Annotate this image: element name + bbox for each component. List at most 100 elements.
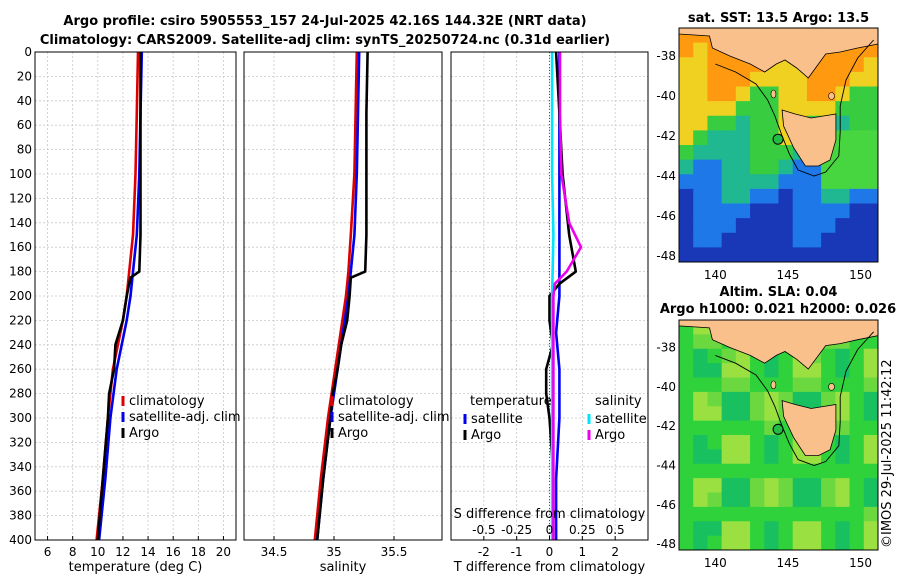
map-cell: [778, 435, 794, 450]
map-cell: [679, 188, 694, 204]
map-cell: [750, 521, 765, 537]
map-cell: [707, 535, 723, 551]
map-cell: [735, 406, 751, 422]
map-cell: [863, 363, 879, 378]
map-cell: [721, 218, 737, 234]
map-cell: [792, 535, 808, 551]
map-cell: [792, 101, 808, 117]
map-cell: [735, 449, 751, 465]
map-cell: [679, 145, 694, 161]
legend-label: climatology: [338, 394, 414, 409]
map-cell: [764, 188, 779, 204]
map-cell: [679, 218, 694, 234]
map-y-tick-label: -48: [656, 537, 676, 551]
map-cell: [849, 478, 865, 493]
map-cell: [821, 391, 836, 407]
map-cell: [693, 420, 708, 436]
map-cell: [792, 391, 808, 407]
legend-label: satellite-adj. clim: [338, 410, 450, 425]
map-x-tick-label: 145: [776, 556, 799, 570]
map-cell: [707, 188, 723, 204]
map-cell: [863, 377, 879, 393]
map-cell: [778, 188, 794, 204]
map-y-tick-label: -46: [656, 498, 676, 512]
map-cell: [679, 57, 694, 73]
map-cell: [835, 218, 851, 234]
map-cell: [679, 521, 694, 537]
map-cell: [835, 463, 851, 479]
map-cell: [778, 521, 794, 537]
map-cell: [792, 232, 808, 248]
x-tick-label: 2: [611, 545, 619, 559]
y-tick-label: 60: [17, 118, 32, 132]
mainland-australia: [678, 27, 879, 79]
map-cell: [693, 145, 708, 161]
map-y-tick-label: -44: [656, 169, 676, 183]
map-cell: [863, 232, 879, 248]
map-cell: [806, 478, 822, 493]
map-cell: [849, 535, 865, 551]
y-tick-label: 140: [9, 216, 32, 230]
map-cell: [778, 145, 794, 161]
x-axis-label: temperature (deg C): [69, 560, 203, 575]
map-cell: [679, 130, 694, 146]
map-cell: [764, 145, 779, 161]
y-tick-label: 400: [9, 533, 32, 547]
map-cell: [821, 506, 836, 522]
map-cell: [778, 247, 794, 263]
map-cell: [707, 101, 723, 117]
map-cell: [693, 435, 708, 450]
s-tick-label: 0: [546, 523, 554, 537]
map-cell: [693, 406, 708, 422]
map-cell: [693, 377, 708, 393]
map-cell: [707, 86, 723, 102]
map-cell: [778, 71, 794, 87]
map-cell: [707, 363, 723, 378]
map-cell: [721, 535, 737, 551]
y-tick-label: 200: [9, 289, 32, 303]
map-cell: [849, 115, 865, 131]
map-cell: [778, 86, 794, 102]
map-cell: [679, 377, 694, 393]
map-cell: [707, 478, 723, 493]
argo-location-marker: [772, 423, 784, 435]
map-cell: [693, 478, 708, 493]
map-cell: [693, 492, 708, 508]
map-cell: [721, 492, 737, 508]
map-cell: [693, 130, 708, 146]
map-cell: [693, 86, 708, 102]
map-cell: [778, 377, 794, 393]
x-tick-label: 0: [546, 545, 554, 559]
map-cell: [721, 203, 737, 219]
map-cell: [693, 391, 708, 407]
map-cell: [735, 71, 751, 87]
map-cell: [735, 145, 751, 161]
map-cell: [693, 463, 708, 479]
map-cell: [764, 521, 779, 537]
map-cell: [835, 71, 851, 87]
map-cell: [849, 86, 865, 102]
x-tick-label: 14: [140, 545, 155, 559]
map-cell: [849, 57, 865, 73]
x-tick-label: 16: [166, 545, 181, 559]
map-x-tick-label: 145: [776, 268, 799, 282]
map-cell: [806, 391, 822, 407]
map-cell: [707, 506, 723, 522]
map-cell: [693, 188, 708, 204]
map-cell: [849, 435, 865, 450]
y-tick-label: 220: [9, 313, 32, 327]
map-cell: [821, 71, 836, 87]
legend-label: satellite: [471, 412, 523, 427]
map-cell: [693, 535, 708, 551]
map-cell: [735, 435, 751, 450]
map-cell: [707, 435, 723, 450]
timestamp-label: ©IMOS 29-Jul-2025 11:42:12: [880, 359, 895, 548]
figure-title-line1: Argo profile: csiro 5905553_157 24-Jul-2…: [63, 14, 587, 29]
mainland-australia: [678, 319, 879, 370]
map-cell: [863, 71, 879, 87]
map-cell: [863, 188, 879, 204]
map-cell: [750, 435, 765, 450]
map-cell: [693, 174, 708, 190]
map-cell: [863, 101, 879, 117]
